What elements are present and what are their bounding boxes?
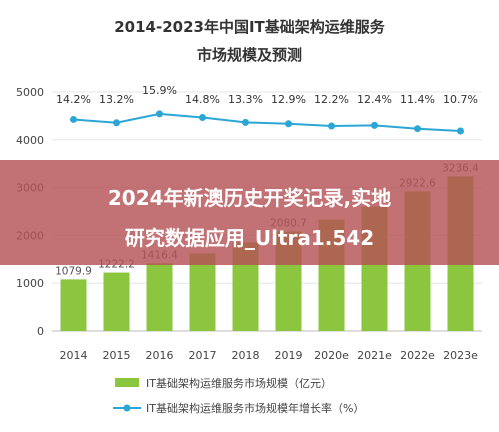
- y-tick-label: 1000: [16, 277, 44, 290]
- line-value-label: 10.7%: [443, 93, 478, 106]
- x-tick-label: 2021e: [357, 349, 392, 362]
- x-tick-label: 2016: [146, 349, 174, 362]
- line-point: [70, 115, 77, 123]
- bar: [146, 263, 173, 331]
- line-value-label: 14.8%: [185, 93, 220, 106]
- line-value-label: 12.2%: [314, 93, 349, 106]
- legend-swatch-bar: [115, 378, 139, 387]
- line-value-label: 11.4%: [400, 93, 435, 106]
- y-tick-label: 4000: [16, 134, 44, 147]
- line-value-label: 12.4%: [357, 93, 392, 106]
- x-tick-label: 2020e: [314, 349, 349, 362]
- y-tick-label: 5000: [16, 86, 44, 99]
- line-point: [242, 118, 249, 126]
- x-tick-label: 2022e: [400, 349, 435, 362]
- watermark-line-2: 研究数据应用_Ultra1.542: [124, 226, 375, 250]
- line-value-label: 15.9%: [142, 84, 177, 97]
- line-point: [199, 113, 206, 121]
- legend-label-bar: IT基础架构运维服务市场规模（亿元）: [146, 376, 332, 390]
- line-value-label: 13.2%: [99, 93, 134, 106]
- x-tick-label: 2015: [103, 349, 131, 362]
- line-point: [457, 127, 464, 135]
- bar: [60, 279, 87, 331]
- x-tick-label: 2019: [275, 349, 303, 362]
- watermark-line-1: 2024年新澳历史开奖记录,实地: [107, 186, 392, 210]
- watermark-banner: [0, 160, 499, 265]
- line-value-label: 12.9%: [271, 93, 306, 106]
- bar: [189, 253, 216, 331]
- chart-subtitle: 市场规模及预测: [196, 46, 302, 64]
- x-tick-label: 2017: [189, 349, 217, 362]
- legend-label-line: IT基础架构运维服务市场规模年增长率（%）: [146, 401, 364, 415]
- chart-title: 2014-2023年中国IT基础架构运维服务: [114, 18, 385, 36]
- bar-value-label: 1079.9: [55, 265, 92, 277]
- line-point: [113, 119, 120, 127]
- line-point: [371, 121, 378, 129]
- x-tick-label: 2023e: [443, 349, 478, 362]
- line-point: [285, 120, 292, 128]
- line-point: [414, 125, 421, 133]
- y-tick-label: 0: [37, 325, 44, 338]
- line-point: [328, 122, 335, 130]
- x-tick-label: 2014: [60, 349, 88, 362]
- line-value-label: 13.3%: [228, 93, 263, 106]
- growth-line: [73, 112, 461, 132]
- line-point: [156, 110, 163, 118]
- line-value-label: 14.2%: [56, 93, 91, 106]
- legend-swatch-point: [123, 404, 131, 412]
- bar: [103, 272, 130, 331]
- x-tick-label: 2018: [232, 349, 260, 362]
